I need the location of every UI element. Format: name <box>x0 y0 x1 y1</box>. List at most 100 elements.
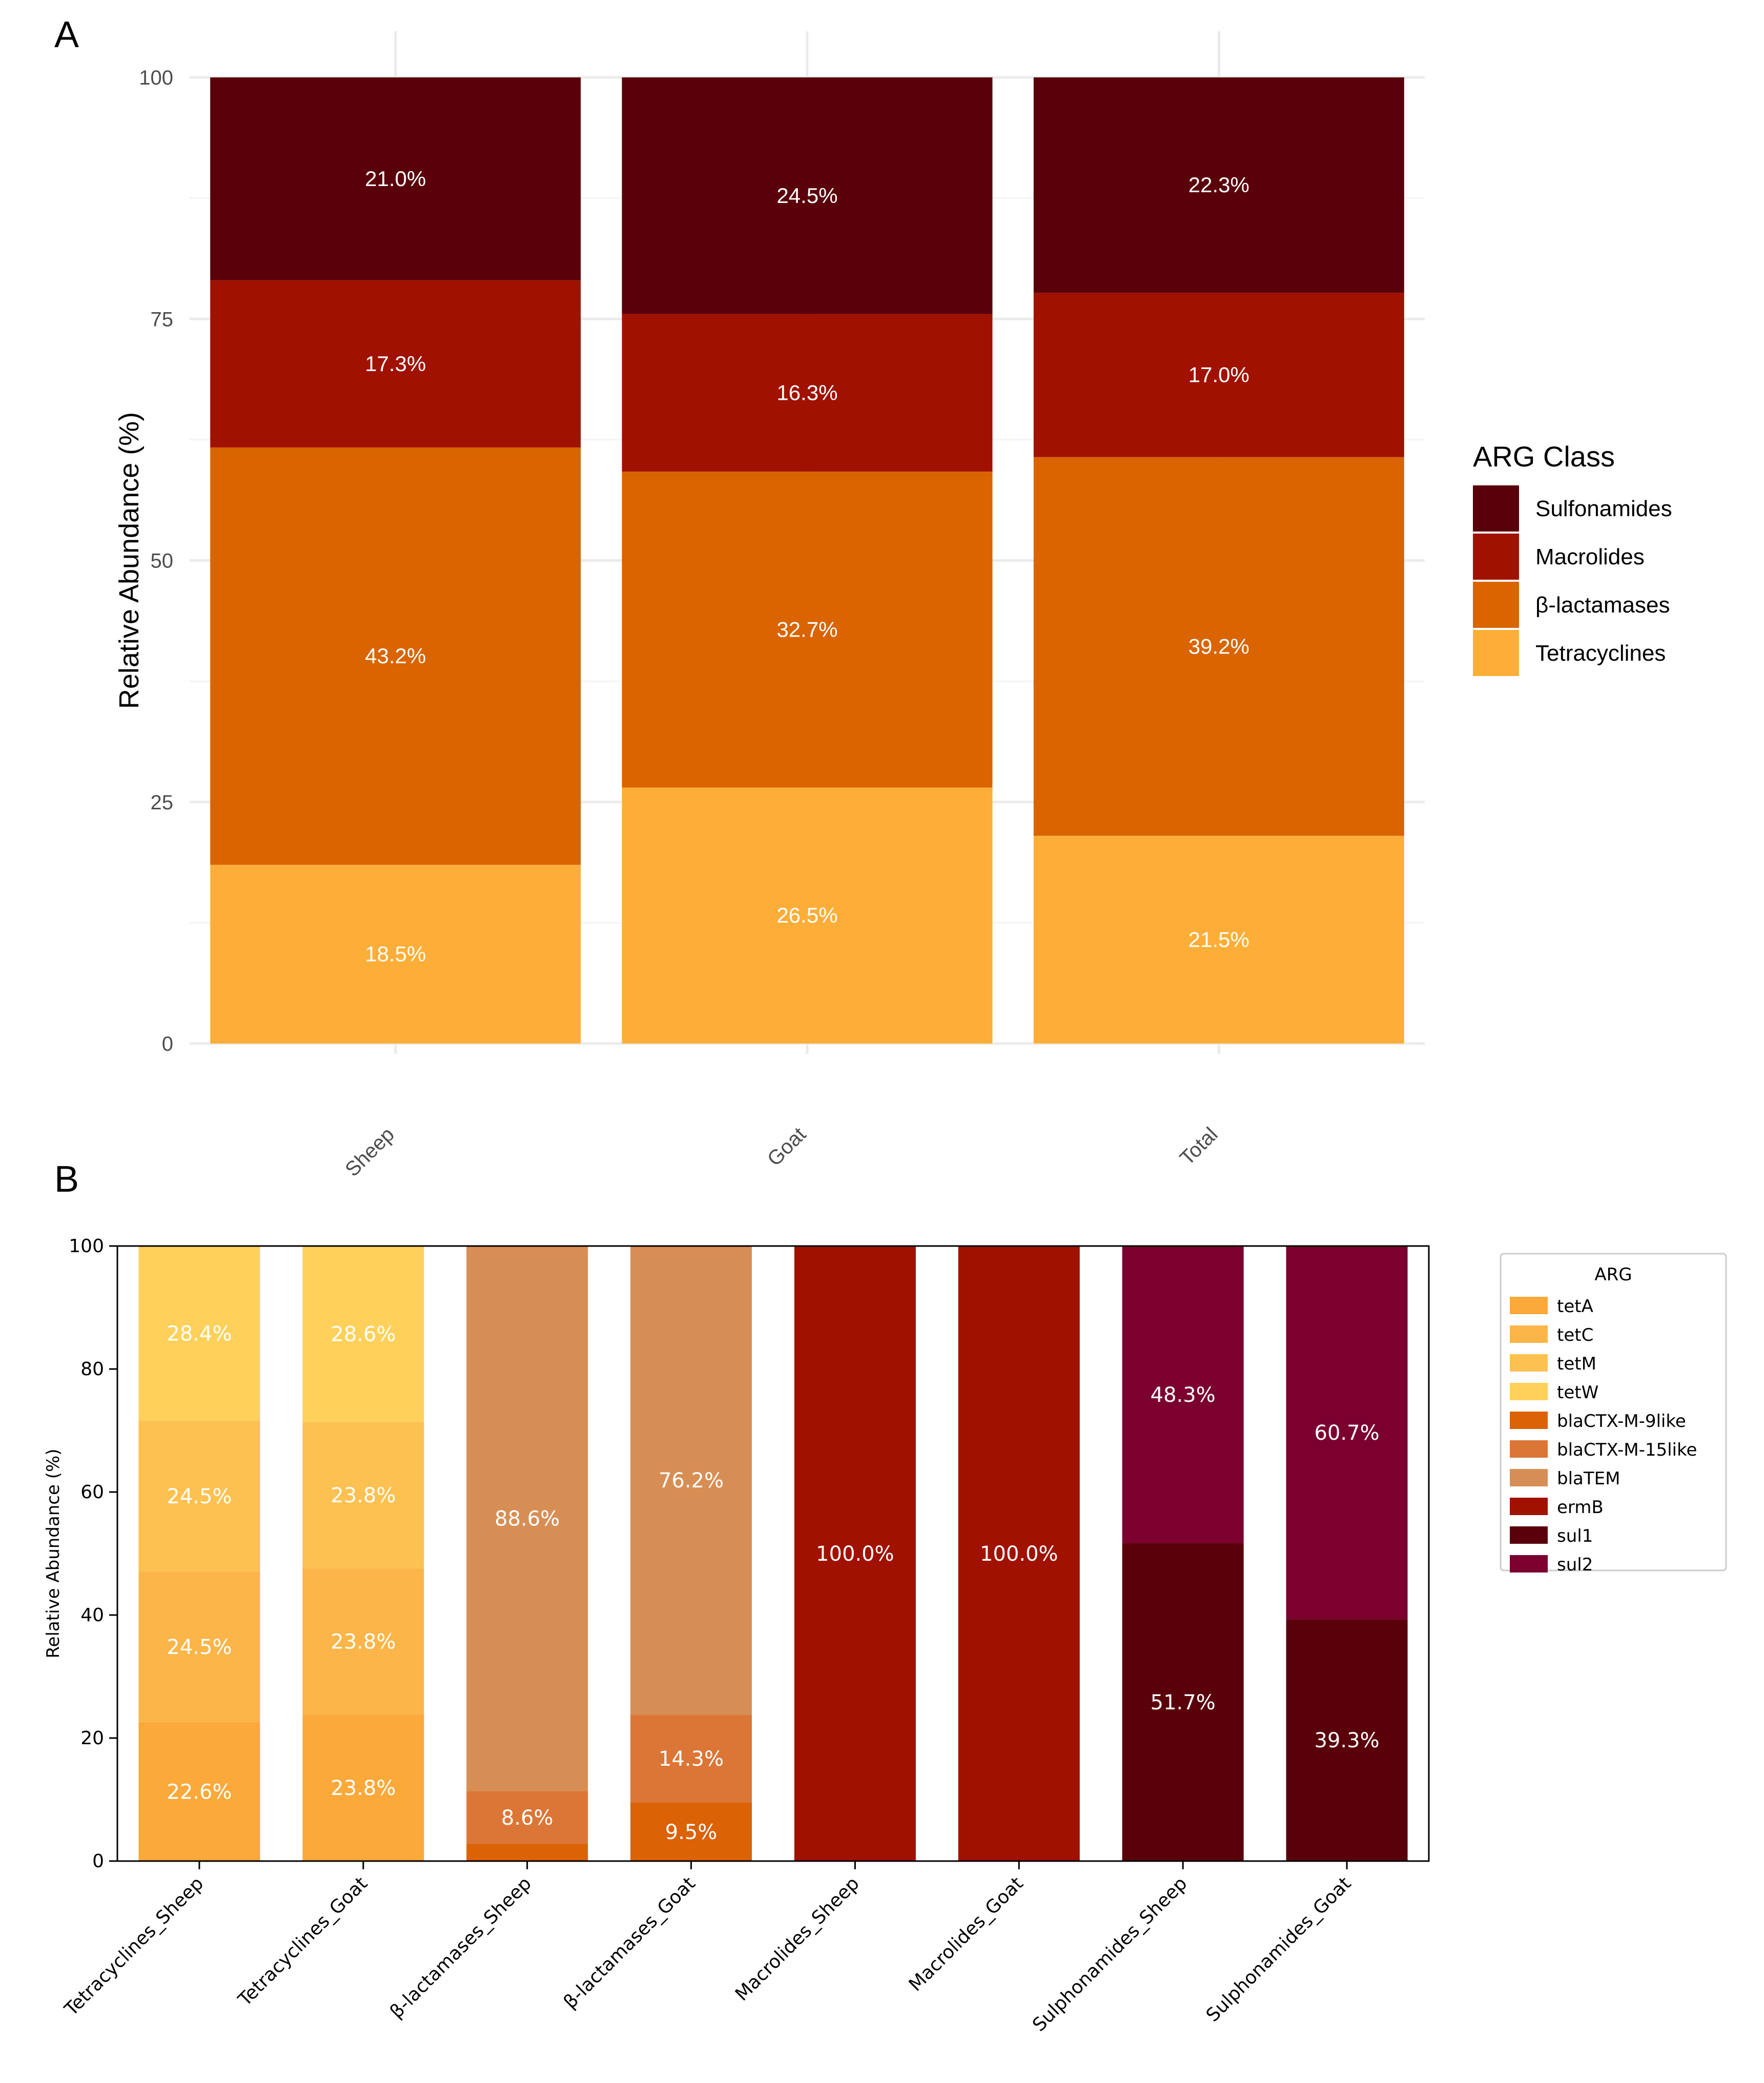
bar-label-goat-tetracyclines: 26.5% <box>776 903 837 927</box>
x-tick-label: Macrolides_Sheep <box>731 1873 864 2005</box>
y-tick-label: 0 <box>162 1033 173 1055</box>
legend-label-blatem: blaTEM <box>1557 1468 1620 1489</box>
bar-label-goat-sulfonamides: 24.5% <box>776 183 837 208</box>
bar-label-tetracyclines-goat-teta: 23.8% <box>331 1776 396 1800</box>
bar-total-macrolides <box>1033 293 1404 457</box>
bar-sulphonamides-sheep-sul2 <box>1122 1246 1244 1543</box>
bar-label-sulphonamides-goat-sul2: 60.7% <box>1315 1421 1380 1445</box>
bar-label-goat-lactamases: 32.7% <box>776 617 837 641</box>
bar-label-lactamases-goat-blactx-m-9like: 9.5% <box>665 1821 717 1844</box>
y-tick-label: 75 <box>151 308 174 331</box>
bar-sheep-lactamases <box>210 447 581 865</box>
bar-sulphonamides-goat-sul1 <box>1286 1619 1408 1861</box>
bar-tetracyclines-sheep-tetc <box>138 1571 260 1722</box>
bar-total-lactamases <box>1033 457 1404 836</box>
x-tick-label: Tetracyclines_Goat <box>234 1873 372 2011</box>
legend-key-lactamases <box>1473 582 1519 628</box>
bar-label-sulphonamides-sheep-sul1: 51.7% <box>1151 1691 1216 1714</box>
bar-label-lactamases-sheep-blatem: 88.6% <box>495 1507 560 1531</box>
bar-total-sulfonamides <box>1033 77 1404 293</box>
bar-tetracyclines-goat-tetm <box>302 1422 424 1568</box>
bar-label-total-lactamases: 39.2% <box>1188 634 1249 658</box>
legend-label-macrolides: Macrolides <box>1535 544 1645 569</box>
bar-label-sheep-sulfonamides: 21.0% <box>365 167 426 191</box>
y-axis-title: Relative Abundance (%) <box>43 1448 64 1658</box>
bar-label-tetracyclines-goat-tetm: 23.8% <box>331 1484 396 1507</box>
bar-label-sheep-lactamases: 43.2% <box>365 644 426 668</box>
bar-tetracyclines-goat-tetc <box>302 1568 424 1715</box>
bar-label-total-tetracyclines: 21.5% <box>1188 927 1249 951</box>
bar-label-sulphonamides-sheep-sul2: 48.3% <box>1151 1383 1216 1407</box>
legend-label-sul1: sul1 <box>1557 1526 1593 1546</box>
legend-key-tetracyclines <box>1473 630 1519 676</box>
y-tick-label: 60 <box>80 1482 104 1503</box>
panel-a-label: A <box>54 14 79 55</box>
legend-label-lactamases: β-lactamases <box>1535 593 1670 618</box>
y-tick-label: 20 <box>80 1728 104 1749</box>
y-tick-label: 100 <box>69 1236 104 1257</box>
bar-label-lactamases-sheep-blactx-m-15like: 8.6% <box>501 1806 553 1830</box>
legend-label-tetc: tetC <box>1557 1325 1593 1345</box>
bar-label-total-sulfonamides: 22.3% <box>1188 173 1249 197</box>
bar-goat-sulfonamides <box>622 77 993 314</box>
legend-label-teta: tetA <box>1557 1296 1593 1317</box>
bar-macrolides-goat-ermb <box>958 1246 1080 1861</box>
panel-a-chart: 18.5% 43.2% 17.3% 21.0% Sheep 26.5% 32.7% 16.3%… <box>114 31 1672 1181</box>
bar-tetracyclines-goat-tetw <box>302 1246 424 1422</box>
x-tick-label: β-lactamases_Sheep <box>386 1873 536 2023</box>
y-axis-title: Relative Abundance (%) <box>114 412 145 709</box>
legend-key-tetw <box>1510 1383 1548 1400</box>
legend-key-tetc <box>1510 1325 1548 1343</box>
bar-label-tetracyclines-sheep-tetm: 24.5% <box>167 1485 232 1508</box>
bar-tetracyclines-sheep-tetw <box>138 1246 260 1421</box>
legend-key-macrolides <box>1473 534 1519 580</box>
bar-label-tetracyclines-sheep-teta: 22.6% <box>167 1780 232 1804</box>
bar-label-tetracyclines-sheep-tetc: 24.5% <box>167 1636 232 1659</box>
legend-label-tetw: tetW <box>1557 1382 1598 1403</box>
bar-lactamases-goat-blactx-m-9like <box>630 1803 752 1861</box>
legend-key-teta <box>1510 1297 1548 1314</box>
plot-frame <box>116 1245 1430 1862</box>
bar-lactamases-sheep-blatem <box>466 1246 588 1791</box>
bar-label-lactamases-goat-blactx-m-15like: 14.3% <box>659 1747 724 1771</box>
legend-key-tetm <box>1510 1354 1548 1372</box>
bar-sulphonamides-sheep-sul1 <box>1122 1543 1244 1861</box>
legend-key-blactx-m-15like <box>1510 1440 1548 1458</box>
legend-label-blactx-m-15like: blaCTX-M-15like <box>1557 1440 1697 1460</box>
legend-key-blatem <box>1510 1469 1548 1486</box>
bar-sulphonamides-goat-sul2 <box>1286 1246 1408 1620</box>
bar-tetracyclines-sheep-teta <box>138 1722 260 1861</box>
y-tick-label: 0 <box>92 1851 104 1872</box>
bar-goat-lactamases <box>622 472 993 788</box>
bar-goat-macrolides <box>622 314 993 472</box>
legend-label-ermb: ermB <box>1557 1497 1604 1518</box>
bar-lactamases-goat-blactx-m-15like <box>630 1714 752 1803</box>
legend-box <box>1500 1253 1727 1571</box>
bar-lactamases-goat-blatem <box>630 1246 752 1715</box>
bar-label-sheep-macrolides: 17.3% <box>365 352 426 376</box>
x-tick-label: Macrolides_Goat <box>905 1873 1028 1995</box>
y-tick-label: 50 <box>151 550 174 573</box>
legend-key-ermb <box>1510 1498 1548 1515</box>
bar-total-tetracyclines <box>1033 835 1404 1044</box>
legend-label-sulfonamides: Sulfonamides <box>1535 496 1672 521</box>
bar-label-macrolides-goat-ermb: 100.0% <box>980 1542 1058 1566</box>
bar-label-sulphonamides-goat-sul1: 39.3% <box>1315 1729 1380 1752</box>
panel-b-label: B <box>54 1159 79 1200</box>
legend-key-blactx-m-9like <box>1510 1412 1548 1429</box>
y-tick-label: 40 <box>80 1605 104 1626</box>
bar-lactamases-sheep-blactx-m-9like <box>466 1844 588 1861</box>
bar-tetracyclines-sheep-tetm <box>138 1420 260 1571</box>
legend-key-sulfonamides <box>1473 485 1519 532</box>
bar-label-tetracyclines-sheep-tetw: 28.4% <box>167 1322 232 1345</box>
y-tick-label: 25 <box>151 791 174 814</box>
panel-b-chart: 22.6% 24.5% 24.5% 28.4% Tetracyclines_Sheep 2… <box>43 1236 1727 2036</box>
bar-sheep-tetracyclines <box>210 865 581 1044</box>
bar-label-total-macrolides: 17.0% <box>1188 363 1249 387</box>
legend-title: ARG Class <box>1473 440 1615 473</box>
bar-sheep-macrolides <box>210 280 581 447</box>
x-tick-label: Sulphonamides_Sheep <box>1029 1873 1191 2035</box>
legend-title: ARG <box>1594 1264 1632 1285</box>
legend-key-sul2 <box>1510 1555 1548 1573</box>
